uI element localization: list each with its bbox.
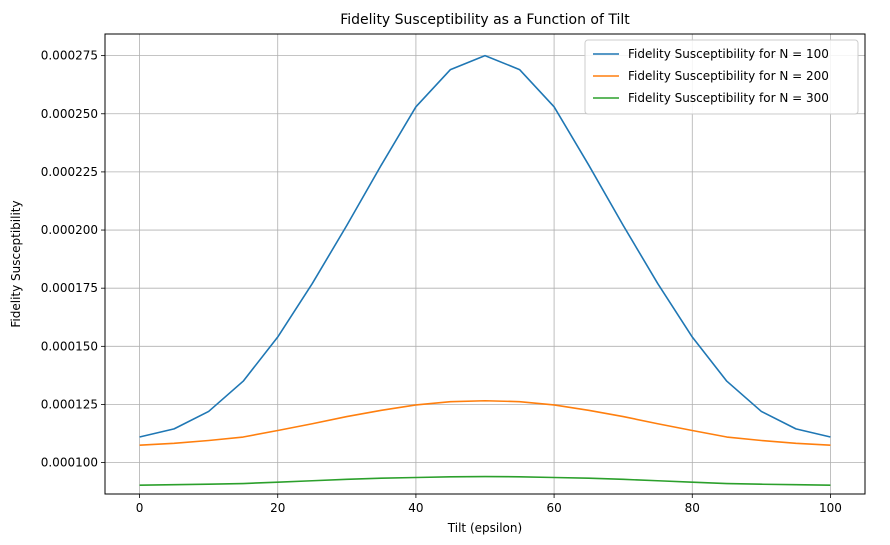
y-tick-label: 0.000125 [41,397,98,411]
x-axis-ticks: 0 20 40 60 80 100 [136,494,842,515]
x-axis-label: Tilt (epsilon) [447,521,522,535]
x-tick-label: 20 [270,501,285,515]
series-line-3 [139,475,831,486]
legend-box [584,39,859,115]
y-tick-label: 0.000275 [41,49,98,63]
y-tick-label: 0.000175 [41,281,98,295]
y-axis-ticks: 0.000100 0.000125 0.000150 0.000175 0.000200… [41,49,105,470]
plot-frame [104,33,866,495]
legend-label: Fidelity Susceptibility for N = 100 [628,47,829,61]
y-tick-label: 0.000100 [41,456,98,470]
legend-label: Fidelity Susceptibility for N = 200 [628,69,829,83]
series-lines [139,54,831,486]
y-tick-label: 0.000200 [41,223,98,237]
legend-label: Fidelity Susceptibility for N = 300 [628,91,829,105]
x-tick-label: 0 [136,501,144,515]
y-tick-label: 0.000250 [41,107,98,121]
y-tick-label: 0.000225 [41,165,98,179]
series-line-1 [139,54,831,438]
x-tick-label: 60 [546,501,561,515]
series-line-2 [139,399,831,446]
y-tick-label: 0.000150 [41,339,98,353]
x-tick-label: 100 [819,501,842,515]
legend: Fidelity Susceptibility for N = 100 Fidel… [584,39,859,115]
chart-title: Fidelity Susceptibility as a Function of… [340,12,630,28]
x-tick-label: 40 [408,501,423,515]
x-tick-label: 80 [685,501,700,515]
y-axis-label: Fidelity Susceptibility [9,200,23,327]
